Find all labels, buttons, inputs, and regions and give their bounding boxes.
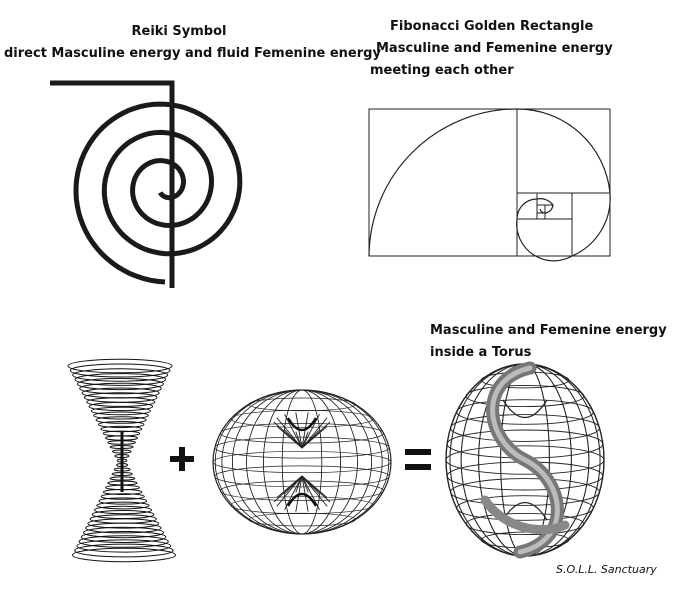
reiki-subtitle: direct Masculine energy and fluid Femeni… (4, 46, 381, 61)
reiki-symbol (50, 80, 243, 288)
torus-line1: Masculine and Femenine energy (430, 323, 667, 338)
plus-sign (170, 447, 194, 471)
fibonacci-caption: Fibonacci Golden Rectangle Masculine and… (370, 16, 613, 82)
reiki-symbol-caption: Reiki Symbol direct Masculine energy and… (4, 21, 381, 65)
torus-yin-yang (445, 361, 605, 559)
torus-caption: Masculine and Femenine energy inside a T… (430, 320, 667, 364)
torus-wireframe (212, 389, 392, 535)
fibonacci-line3: meeting each other (370, 63, 514, 78)
double-cone-spiral (67, 358, 176, 563)
fibonacci-golden-rectangle (368, 108, 611, 262)
equals-sign (405, 449, 431, 470)
credit-text: S.O.L.L. Sanctuary (556, 563, 657, 576)
fibonacci-title: Fibonacci Golden Rectangle (390, 19, 594, 34)
fibonacci-line2: Masculine and Femenine energy (376, 41, 613, 56)
torus-line2: inside a Torus (430, 345, 532, 360)
reiki-title: Reiki Symbol (131, 24, 227, 39)
